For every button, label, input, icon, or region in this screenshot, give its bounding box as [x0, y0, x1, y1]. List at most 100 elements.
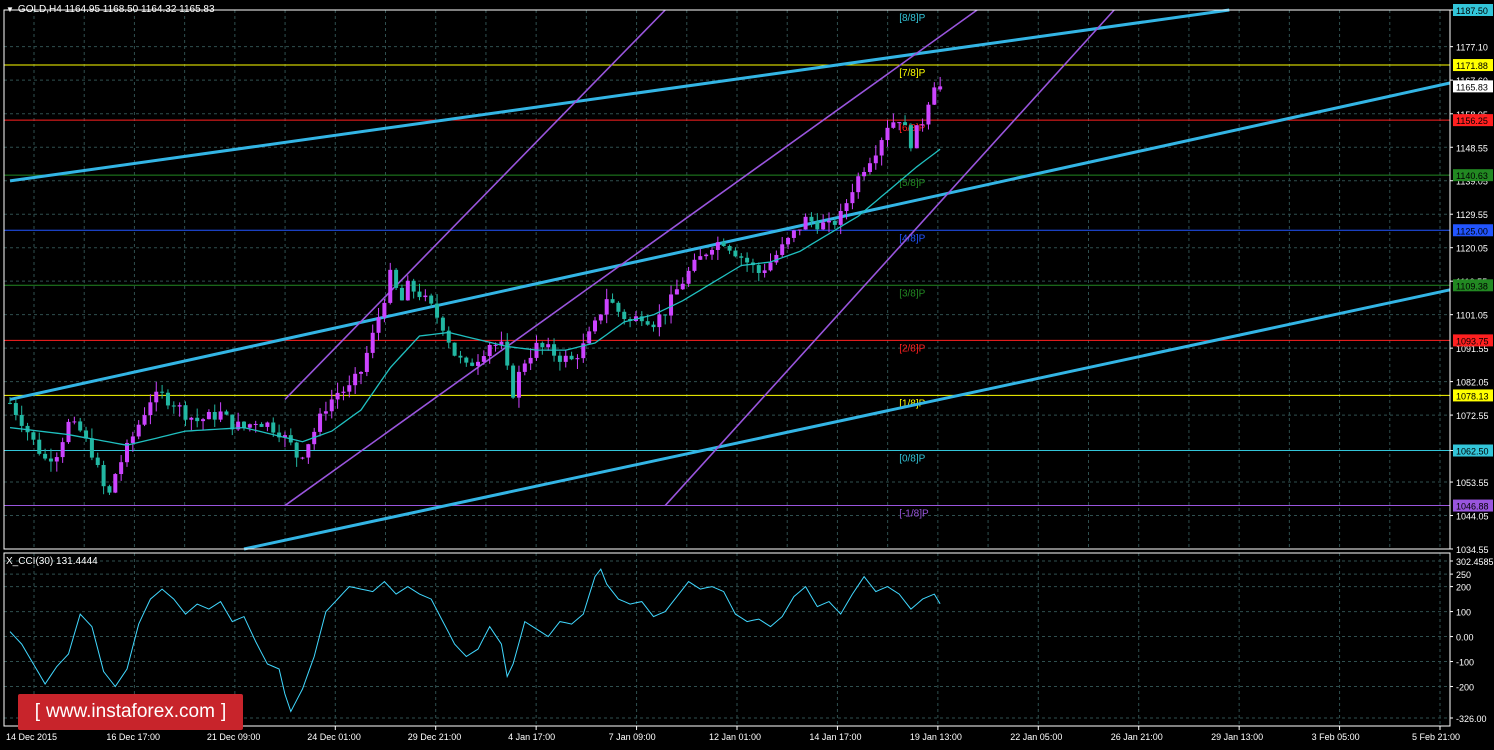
x-tick-label: 26 Jan 21:00	[1111, 732, 1163, 742]
candle-body	[236, 421, 241, 430]
candle-body	[546, 344, 551, 348]
candle-body	[569, 355, 574, 360]
candle-body	[651, 324, 656, 328]
candle-body	[318, 413, 323, 432]
current-price-label: 1165.83	[1456, 82, 1488, 92]
x-tick-label: 16 Dec 17:00	[106, 732, 160, 742]
candle-body	[832, 220, 837, 225]
y-tick-label: 1044.05	[1456, 512, 1489, 522]
x-tick-label: 14 Jan 17:00	[809, 732, 861, 742]
cci-panel-frame	[3, 552, 1451, 727]
candle-body	[183, 405, 188, 420]
x-tick-label: 5 Feb 21:00	[1412, 732, 1460, 742]
candle-body	[388, 269, 393, 303]
candle-body	[616, 302, 621, 312]
x-tick-label: 29 Dec 21:00	[408, 732, 462, 742]
cci-tick-label: 200	[1456, 583, 1471, 593]
candle-body	[903, 122, 908, 126]
x-tick-label: 22 Jan 05:00	[1010, 732, 1062, 742]
candle-body	[282, 435, 287, 438]
candle-body	[803, 216, 808, 230]
candle-body	[113, 474, 118, 493]
price-tag-label: 1093.75	[1456, 336, 1489, 346]
candle-body	[294, 442, 299, 458]
channel-line-upper	[284, 9, 666, 400]
candle-body	[429, 295, 434, 304]
chart-menu-arrow-icon[interactable]: ▼	[6, 5, 14, 14]
y-tick-label: 1053.55	[1456, 478, 1489, 488]
cci-line	[9, 568, 941, 713]
candle-body	[879, 140, 884, 156]
candle-body	[511, 365, 516, 398]
candle-body	[470, 362, 475, 366]
candle-body	[598, 314, 603, 321]
y-tick-label: 1129.55	[1456, 210, 1488, 220]
candle-body	[218, 411, 223, 420]
frame-layer	[3, 9, 1451, 727]
candle-body	[306, 444, 311, 458]
price-tag-box	[1453, 169, 1493, 182]
price-tag-label: 1125.00	[1456, 226, 1488, 236]
murrey-level-label: [8/8]P	[899, 13, 925, 24]
candle-body	[563, 355, 568, 362]
candle-body	[821, 222, 826, 230]
candle-body	[107, 486, 112, 493]
candle-body	[72, 421, 77, 423]
y-tick-label: 1120.05	[1456, 244, 1488, 254]
y-tick-label: 1072.55	[1456, 411, 1489, 421]
candle-body	[130, 436, 135, 443]
candle-body	[797, 229, 802, 231]
candle-body	[593, 320, 597, 332]
cci-layer	[9, 568, 941, 713]
candle-body	[60, 442, 65, 458]
candle-body	[335, 392, 340, 400]
price-tag-label: 1171.88	[1456, 61, 1488, 71]
candle-body	[692, 259, 697, 271]
x-tick-label: 29 Jan 13:00	[1211, 732, 1263, 742]
candle-body	[160, 391, 165, 393]
x-tick-label: 4 Jan 17:00	[508, 732, 555, 742]
candle-body	[704, 254, 709, 257]
candle-body	[300, 457, 305, 459]
candle-body	[862, 172, 867, 177]
cci-tick-label: 250	[1456, 570, 1471, 580]
watermark: [www.instaforex.com]	[18, 694, 243, 730]
candle-body	[827, 220, 831, 223]
candle-body	[476, 361, 480, 366]
cci-tick-label: 302.4585	[1456, 557, 1494, 567]
x-tick-label: 24 Dec 01:00	[307, 732, 361, 742]
candle-body	[411, 280, 416, 292]
candle-body	[762, 270, 767, 273]
candle-body	[908, 125, 913, 149]
trend-line-middle	[9, 81, 1451, 401]
candle-body	[347, 385, 352, 392]
channel-line-middle	[284, 9, 978, 507]
candle-body	[663, 314, 668, 316]
candle-body	[657, 314, 662, 328]
candle-body	[791, 230, 796, 238]
candle-body	[926, 104, 931, 125]
trend-line-upper	[9, 8, 1230, 183]
candle-body	[101, 465, 106, 487]
watermark-bracket-left: [	[34, 701, 41, 722]
x-tick-label: 12 Jan 01:00	[709, 732, 761, 742]
candle-body	[446, 330, 451, 343]
candle-body	[329, 399, 334, 412]
candle-body	[873, 155, 878, 164]
murrey-level-label: [0/8]P	[899, 454, 925, 465]
candle-body	[686, 270, 691, 284]
candle-body	[452, 342, 457, 356]
candle-body	[756, 265, 761, 273]
candle-body	[142, 415, 147, 425]
price-tag-box	[1453, 499, 1493, 512]
candle-body	[8, 402, 12, 404]
watermark-bracket-right: ]	[220, 701, 227, 722]
trend-line-lower	[243, 288, 1451, 551]
candle-body	[733, 250, 738, 257]
candle-body	[458, 355, 463, 358]
candle-body	[680, 283, 685, 290]
candle-body	[891, 122, 896, 128]
y-tick-label: 1148.55	[1456, 143, 1488, 153]
candle-body	[786, 237, 791, 245]
y-tick-label: 1177.10	[1456, 43, 1488, 53]
